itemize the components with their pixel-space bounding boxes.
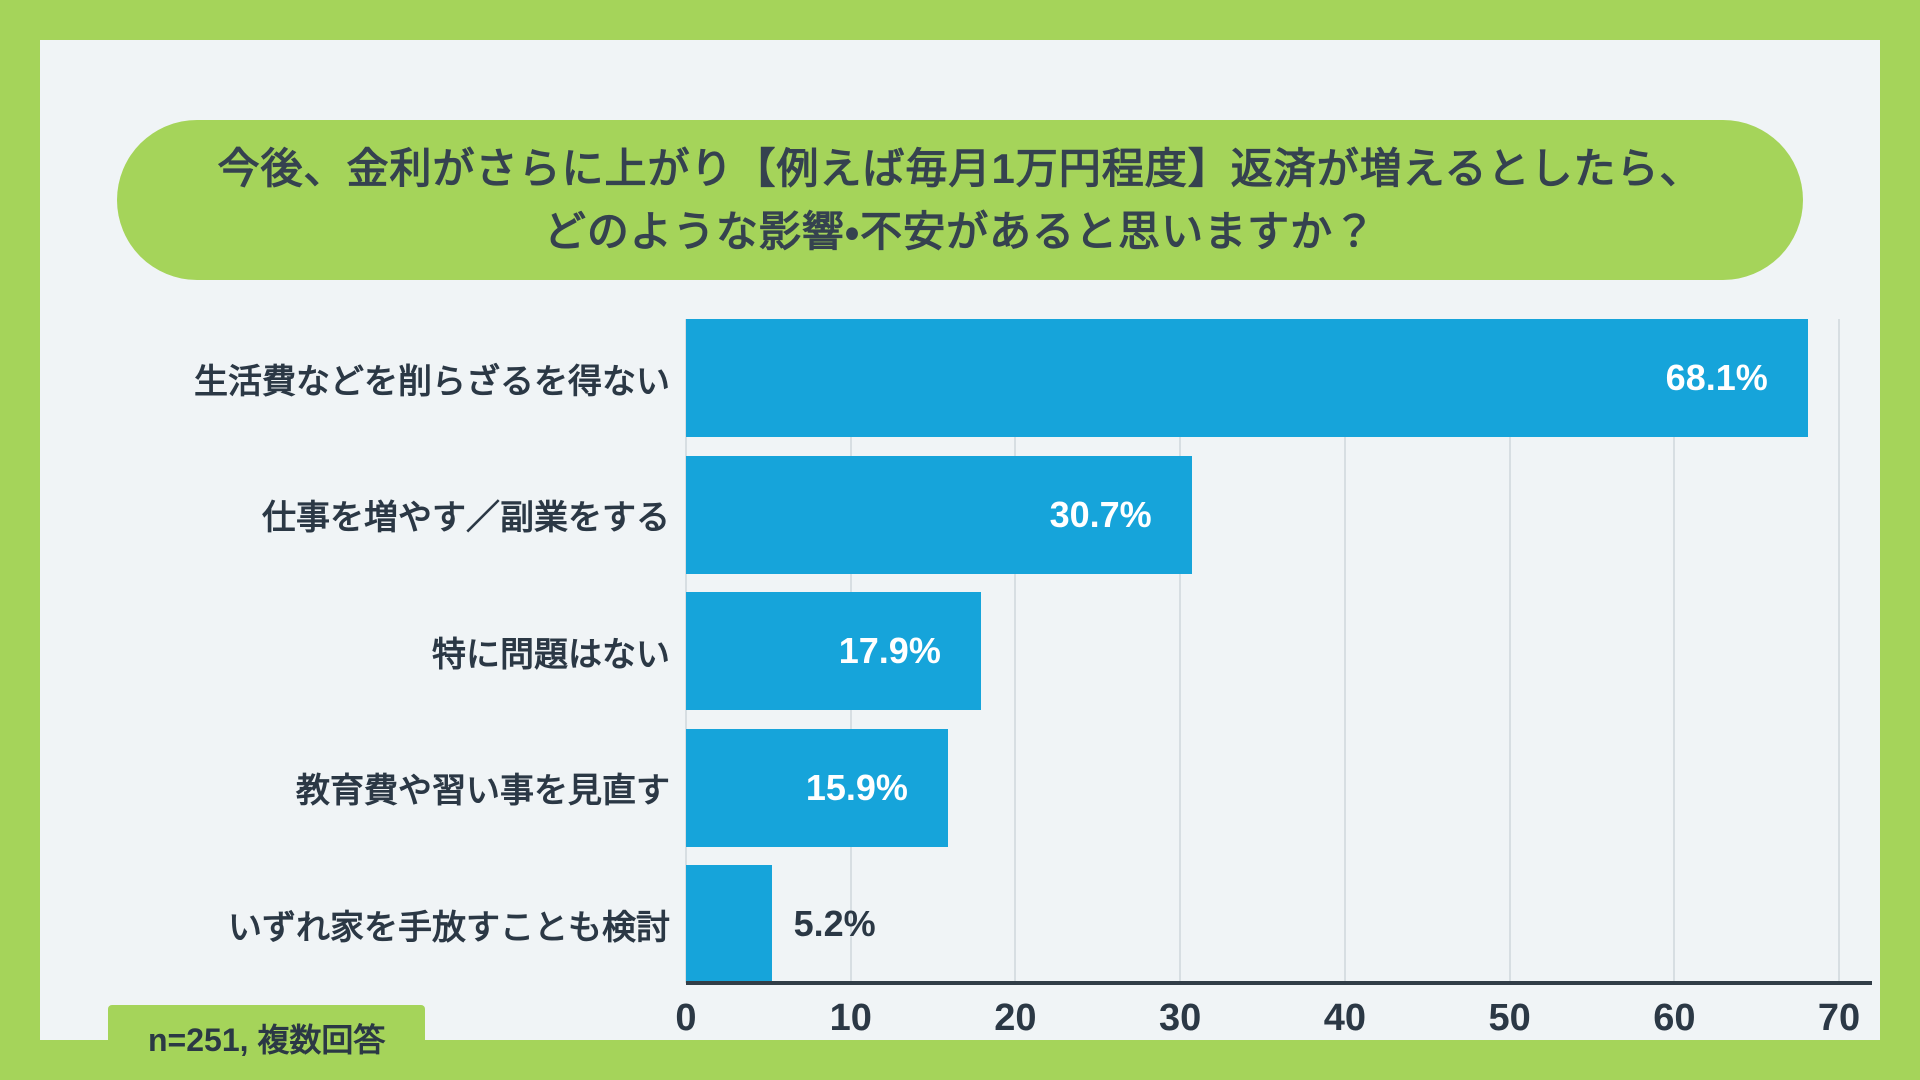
value-label: 30.7% xyxy=(1049,493,1152,535)
chart-title-line1: 今後、金利がさらに上がり【例えば毎月1万円程度】返済が増えるとしたら、 xyxy=(217,145,1703,192)
chart-row: 教育費や習い事を見直す 15.9% xyxy=(296,728,1872,847)
sample-size-badge: n=251, 複数回答 xyxy=(108,1005,426,1071)
chart-row: 特に問題はない 17.9% xyxy=(432,592,1872,710)
value-label: 68.1% xyxy=(1665,357,1768,398)
chart-row: 仕事を増やす／副業をする 30.7% xyxy=(262,455,1872,574)
x-tick-label: 50 xyxy=(1488,997,1531,1039)
chart-title: 今後、金利がさらに上がり【例えば毎月1万円程度】返済が増えるとしたら、 どのよう… xyxy=(117,120,1803,280)
gridline xyxy=(1014,319,1017,983)
bar-chart-plot: 生活費などを削らざるを得ない 68.1% 仕事を増やす／副業をする 30.7% 特に問題… xyxy=(194,319,1872,1039)
bar: 30.7% xyxy=(686,455,1192,574)
x-axis-line xyxy=(686,981,1872,985)
x-tick-label: 20 xyxy=(994,997,1037,1039)
bar: 68.1% xyxy=(686,319,1808,437)
chart-row: 生活費などを削らざるを得ない 68.1% xyxy=(194,319,1872,437)
x-tick-label: 30 xyxy=(1159,997,1202,1039)
x-axis-ticks: 0 10 20 30 40 50 60 70 xyxy=(675,983,1872,1043)
bar xyxy=(686,865,772,983)
bar: 17.9% xyxy=(686,592,981,710)
category-label: 生活費などを削らざるを得ない xyxy=(194,362,670,401)
value-label: 17.9% xyxy=(838,630,941,671)
category-label: 教育費や習い事を見直す xyxy=(296,772,670,810)
sample-size-text: n=251, 複数回答 xyxy=(148,1022,386,1058)
category-label: 特に問題はない xyxy=(432,635,670,674)
chart-panel: 今後、金利がさらに上がり【例えば毎月1万円程度】返済が増えるとしたら、 どのよう… xyxy=(40,40,1880,1071)
category-label: 仕事を増やす／副業をする xyxy=(262,499,670,537)
gridline xyxy=(1179,319,1182,983)
chart-title-line2: どのような影響・不安があると思いますか？ xyxy=(543,208,1377,255)
x-tick-label: 0 xyxy=(675,997,697,1039)
bar: 15.9% xyxy=(686,728,948,847)
gridline xyxy=(1343,319,1346,983)
chart-row: いずれ家を手放すことも検討 5.2% xyxy=(228,865,1872,983)
gridline xyxy=(1508,319,1511,983)
x-tick-label: 40 xyxy=(1323,997,1367,1039)
category-label: いずれ家を手放すことも検討 xyxy=(228,908,670,947)
value-label: 5.2% xyxy=(793,903,876,944)
value-label: 15.9% xyxy=(805,766,908,808)
gridline xyxy=(1838,319,1841,983)
x-tick-label: 70 xyxy=(1817,997,1861,1039)
x-tick-label: 10 xyxy=(829,997,872,1039)
gridline xyxy=(1673,319,1676,983)
x-tick-label: 60 xyxy=(1653,997,1696,1039)
chart-rows: 生活費などを削らざるを得ない 68.1% 仕事を増やす／副業をする 30.7% 特に問題… xyxy=(194,319,1872,983)
